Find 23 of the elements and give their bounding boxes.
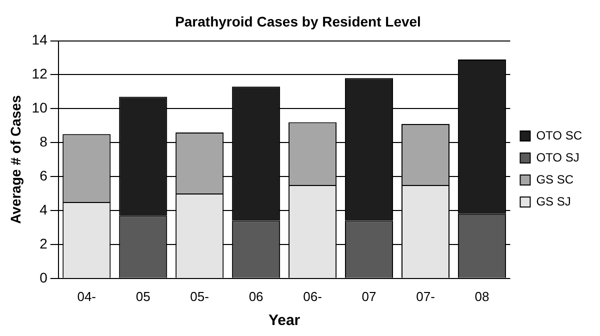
legend-label: GS SC bbox=[536, 172, 574, 186]
x-tick-label: 08 bbox=[474, 288, 490, 304]
legend-label: GS SJ bbox=[536, 194, 571, 208]
y-tick-label: 10 bbox=[32, 100, 48, 116]
x-tick-label: 05- bbox=[190, 288, 209, 304]
y-tick-label: 12 bbox=[32, 66, 48, 82]
y-tick-label: 6 bbox=[40, 167, 48, 184]
x-tick-label: 06- bbox=[303, 288, 322, 304]
x-tick-label: 07 bbox=[362, 288, 376, 304]
x-tick-label: 06 bbox=[248, 288, 264, 304]
y-axis-title: Average # of Cases bbox=[7, 95, 24, 224]
legend-label: OTO SJ bbox=[536, 150, 580, 164]
y-tick-label: 8 bbox=[40, 133, 48, 150]
y-tick-label: 4 bbox=[40, 201, 48, 218]
y-tick-label: 0 bbox=[40, 269, 48, 286]
y-tick-label: 14 bbox=[32, 32, 48, 48]
x-axis-title: Year bbox=[268, 312, 300, 330]
y-tick-label: 2 bbox=[40, 235, 48, 252]
chart-title: Parathyroid Cases by Resident Level bbox=[175, 13, 421, 30]
x-tick-label: 04- bbox=[77, 288, 96, 304]
legend-label: OTO SC bbox=[536, 128, 582, 142]
x-tick-label: 05 bbox=[136, 288, 150, 304]
x-tick-label: 07- bbox=[416, 288, 435, 304]
